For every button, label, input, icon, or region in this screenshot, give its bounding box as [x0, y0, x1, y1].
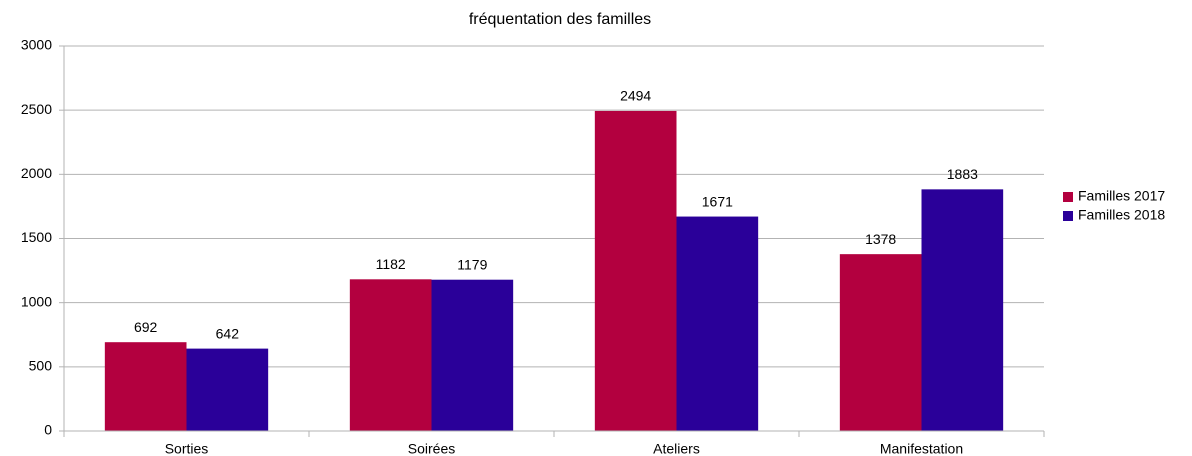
bar — [676, 216, 759, 431]
legend-label: Familles 2017 — [1078, 188, 1165, 204]
x-tick-label: Ateliers — [653, 441, 700, 456]
data-label: 1378 — [865, 231, 896, 247]
chart-title: fréquentation des familles — [469, 11, 651, 28]
y-tick-label: 2500 — [21, 101, 52, 117]
bar — [921, 189, 1004, 431]
y-tick-label: 500 — [29, 358, 53, 374]
bar — [431, 279, 514, 431]
x-tick-label: Manifestation — [880, 441, 963, 456]
data-label: 1883 — [947, 166, 978, 182]
y-tick-label: 3000 — [21, 37, 52, 53]
y-tick-label: 1500 — [21, 229, 52, 245]
legend-swatch — [1063, 211, 1073, 221]
bar — [186, 348, 269, 431]
legend-swatch — [1063, 192, 1073, 202]
data-label: 1182 — [376, 256, 406, 272]
y-tick-label: 0 — [44, 422, 52, 438]
legend-label: Familles 2018 — [1078, 207, 1165, 223]
y-tick-label: 1000 — [21, 293, 52, 309]
bar — [349, 279, 432, 431]
bar — [594, 110, 677, 431]
bar — [839, 254, 922, 431]
data-label: 2494 — [620, 88, 651, 104]
data-label: 1671 — [702, 193, 733, 209]
x-tick-label: Soirées — [408, 441, 455, 456]
x-tick-label: Sorties — [165, 441, 209, 456]
data-label: 692 — [134, 319, 158, 335]
y-tick-label: 2000 — [21, 165, 52, 181]
data-label: 642 — [216, 325, 240, 341]
bar — [104, 342, 187, 431]
data-label: 1179 — [457, 256, 487, 272]
